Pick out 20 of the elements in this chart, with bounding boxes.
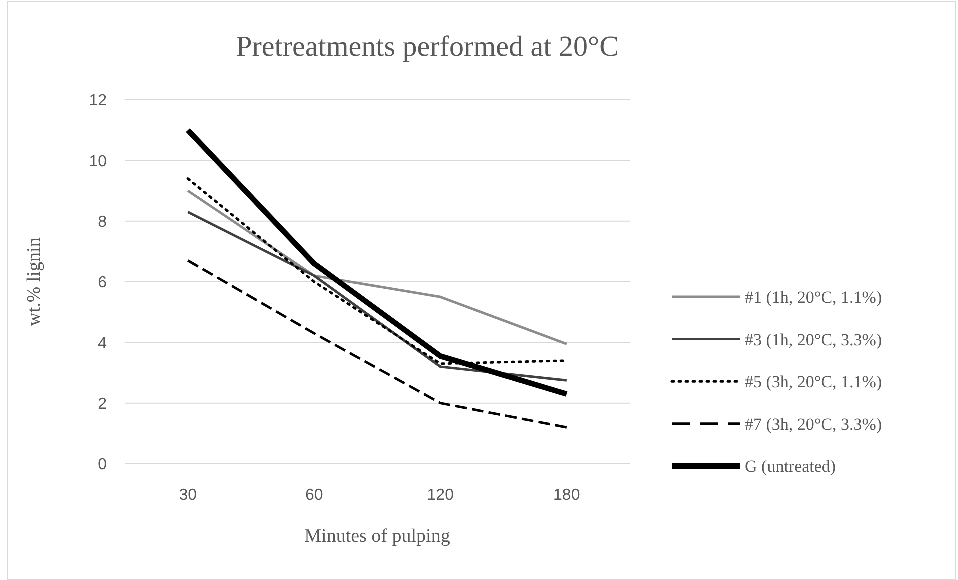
y-tick-label: 4 — [98, 335, 108, 352]
y-axis-title: wt.% lignin — [24, 237, 45, 326]
legend-label: #3 (1h, 20°C, 3.3%) — [745, 330, 882, 350]
x-tick-label: 180 — [554, 487, 580, 504]
x-axis-title: Minutes of pulping — [304, 526, 451, 547]
x-tick-label: 120 — [427, 487, 454, 504]
legend-label: #1 (1h, 20°C, 1.1%) — [745, 288, 882, 307]
line-series — [186, 260, 568, 429]
y-tick-label: 8 — [98, 214, 108, 231]
y-tick-label: 2 — [98, 396, 108, 413]
legend-label: #5 (3h, 20°C, 1.1%) — [745, 372, 882, 392]
legend-label: #7 (3h, 20°C, 3.3%) — [745, 414, 882, 434]
y-tick-label: 10 — [89, 153, 108, 170]
y-tick-label: 0 — [98, 456, 108, 474]
x-tick-label: 60 — [305, 487, 324, 504]
x-tick-label: 30 — [179, 487, 198, 504]
legend-label: G (untreated) — [745, 457, 836, 476]
chart-title: Pretreatments performed at 20°C — [236, 31, 619, 63]
y-tick-label: 6 — [98, 274, 108, 292]
y-tick-label: 12 — [89, 92, 108, 110]
